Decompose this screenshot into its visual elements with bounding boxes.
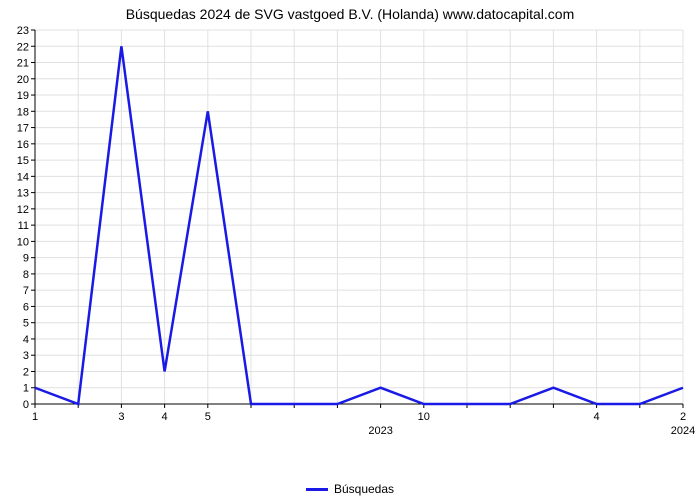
y-tick-label: 9 [23, 253, 29, 265]
y-tick-label: 6 [23, 301, 29, 313]
y-tick-label: 13 [17, 188, 29, 200]
x-tick-label-year: 2023 [368, 425, 392, 437]
x-tick-label: 2 [680, 411, 686, 423]
y-tick-label: 17 [17, 123, 29, 135]
y-tick-label: 22 [17, 41, 29, 53]
y-tick-label: 21 [17, 58, 29, 70]
y-tick-label: 0 [23, 399, 29, 411]
y-tick-label: 3 [23, 350, 29, 362]
y-tick-label: 14 [17, 171, 29, 183]
x-tick-label: 4 [162, 411, 168, 423]
y-tick-label: 18 [17, 106, 29, 118]
y-tick-label: 12 [17, 204, 29, 216]
y-tick-label: 23 [17, 25, 29, 37]
y-tick-label: 8 [23, 269, 29, 281]
x-tick-label: 10 [418, 411, 430, 423]
chart-title: Búsquedas 2024 de SVG vastgoed B.V. (Hol… [0, 6, 700, 22]
y-tick-label: 2 [23, 366, 29, 378]
y-tick-label: 1 [23, 383, 29, 395]
x-tick-label: 1 [32, 411, 38, 423]
y-tick-label: 7 [23, 285, 29, 297]
y-tick-label: 4 [23, 334, 29, 346]
x-tick-label: 5 [205, 411, 211, 423]
y-tick-label: 20 [17, 74, 29, 86]
chart-plot: 0123456789101112131415161718192021222313… [35, 30, 683, 438]
y-tick-label: 10 [17, 236, 29, 248]
legend-label: Búsquedas [334, 482, 394, 496]
legend: Búsquedas [0, 481, 700, 496]
y-tick-label: 19 [17, 90, 29, 102]
legend-swatch [306, 488, 328, 491]
y-tick-label: 15 [17, 155, 29, 167]
x-tick-label-year: 2024 [671, 425, 695, 437]
chart-container: Búsquedas 2024 de SVG vastgoed B.V. (Hol… [0, 0, 700, 500]
x-tick-label: 4 [594, 411, 600, 423]
y-tick-label: 5 [23, 318, 29, 330]
y-tick-label: 11 [18, 220, 29, 232]
x-tick-label: 3 [118, 411, 124, 423]
y-tick-label: 16 [17, 139, 29, 151]
